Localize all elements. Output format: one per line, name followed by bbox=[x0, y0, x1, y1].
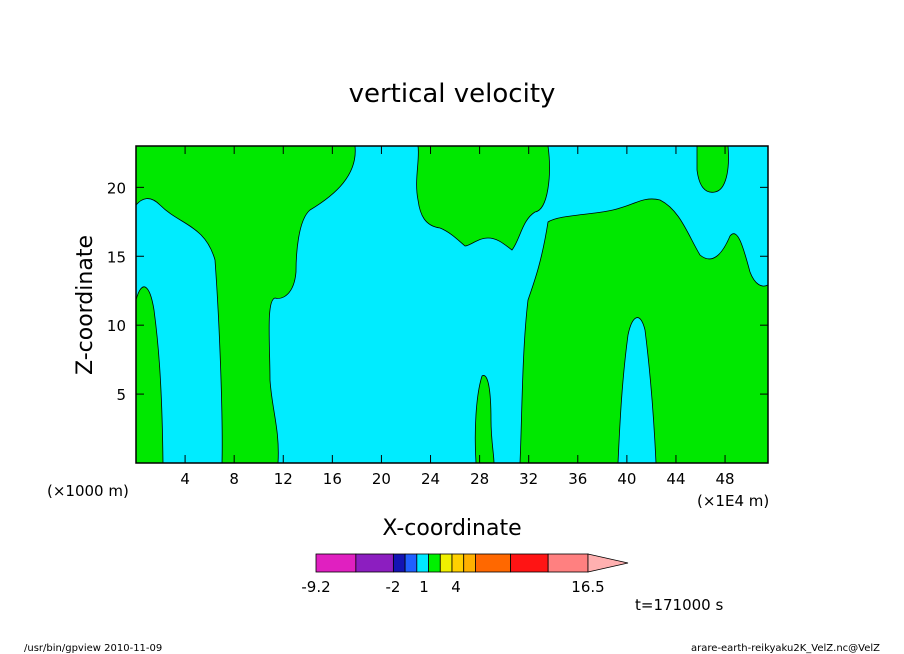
x-tick-label: 48 bbox=[716, 470, 735, 488]
colorbar-segment bbox=[510, 553, 549, 573]
time-label: t=171000 s bbox=[635, 596, 723, 614]
colorbar-label: -2 bbox=[386, 578, 401, 596]
colorbar-segment bbox=[315, 553, 357, 573]
colorbar-segment bbox=[475, 553, 512, 573]
x-tick-label: 20 bbox=[372, 470, 391, 488]
colorbar-segment bbox=[404, 553, 418, 573]
x-tick-label: 28 bbox=[470, 470, 489, 488]
x-tick-label: 40 bbox=[617, 470, 636, 488]
colorbar-label: 4 bbox=[451, 578, 461, 596]
x-tick-label: 36 bbox=[568, 470, 587, 488]
y-tick-label: 15 bbox=[107, 248, 126, 266]
colorbar-label: 16.5 bbox=[571, 578, 604, 596]
x-tick-label: 12 bbox=[274, 470, 293, 488]
contour-region bbox=[135, 145, 356, 464]
x-tick-label: 44 bbox=[666, 470, 685, 488]
contour-region bbox=[519, 198, 769, 464]
y-axis-label: Z-coordinate bbox=[73, 235, 98, 375]
colorbar-segment bbox=[392, 553, 406, 573]
footer-right: arare-earth-reikyaku2K_VelZ.nc@VelZ bbox=[691, 643, 880, 654]
colorbar-label: -9.2 bbox=[301, 578, 330, 596]
contour-region bbox=[416, 145, 550, 251]
colorbar-segment bbox=[428, 553, 441, 573]
colorbar-segment bbox=[416, 553, 429, 573]
colorbar bbox=[315, 553, 629, 573]
colorbar-segment bbox=[355, 553, 394, 573]
y-tick-label: 20 bbox=[107, 179, 126, 197]
y-tick-label: 5 bbox=[116, 386, 126, 404]
x-tick-label: 4 bbox=[180, 470, 190, 488]
x-tick-label: 32 bbox=[519, 470, 538, 488]
colorbar-segment bbox=[547, 553, 589, 573]
colorbar-arrow bbox=[587, 553, 629, 573]
x-unit-left: (×1000 m) bbox=[47, 482, 129, 500]
x-tick-label: 16 bbox=[323, 470, 342, 488]
x-tick-label: 8 bbox=[229, 470, 239, 488]
colorbar-segment bbox=[439, 553, 453, 573]
x-tick-label: 24 bbox=[421, 470, 440, 488]
plot-frame bbox=[135, 145, 769, 464]
x-unit-right: (×1E4 m) bbox=[697, 492, 769, 510]
x-axis-label: X-coordinate bbox=[382, 516, 521, 541]
x-axis: 4 8 12 16 20 24 28 32 36 40 44 48 bbox=[180, 146, 735, 488]
colorbar-labels: -9.2 -2 1 4 16.5 bbox=[301, 578, 604, 596]
y-tick-label: 10 bbox=[107, 317, 126, 335]
colorbar-segment bbox=[451, 553, 465, 573]
contour-region bbox=[696, 145, 729, 193]
footer-left: /usr/bin/gpview 2010-11-09 bbox=[24, 643, 162, 654]
colorbar-segment bbox=[463, 553, 476, 573]
chart-title: vertical velocity bbox=[349, 79, 556, 109]
y-axis: 5 10 15 20 bbox=[107, 179, 768, 404]
contour-region bbox=[135, 286, 164, 464]
contour-region bbox=[474, 375, 495, 464]
colorbar-label: 1 bbox=[419, 578, 429, 596]
